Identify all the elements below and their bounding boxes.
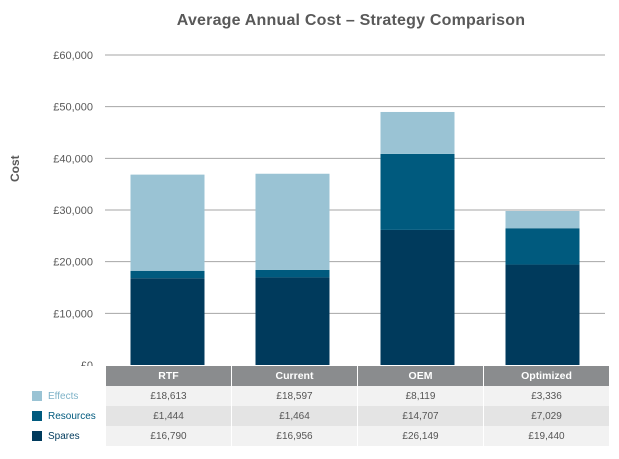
table-row-effects: Effects £18,613 £18,597 £8,119 £3,336 [0,386,609,406]
bar-resources-optimized [505,228,580,265]
y-tick-label: £40,000 [53,153,93,165]
y-ticks: £0 £10,000 £20,000 £30,000 £40,000 £50,000 £60… [53,50,93,366]
bars [130,111,580,365]
table-cell: £1,444 [105,406,232,426]
bar-effects-rtf [130,174,205,271]
bar-resources-rtf [130,270,205,279]
y-tick-label: £0 [81,360,93,366]
legend-swatch-effects [32,390,42,401]
y-tick-label: £60,000 [53,50,93,62]
bar-spares-optimized [505,264,580,365]
bar-spares-rtf [130,278,205,365]
y-tick-label: £30,000 [53,205,93,217]
y-tick-label: £50,000 [53,102,93,114]
legend-swatch-spares [32,430,42,441]
table-cell: £1,464 [231,406,358,426]
table-cell: £16,790 [105,426,232,446]
table-header-optimized: Optimized [483,366,609,386]
bar-resources-oem [380,153,455,230]
table-cell: £16,956 [231,426,358,446]
bar-spares-current [255,277,330,365]
y-tick-label: £10,000 [53,308,93,320]
table-cell: £18,613 [105,386,232,406]
table-header-current: Current [231,366,358,386]
legend-label-spares: Spares [48,430,80,442]
chart-title: Average Annual Cost – Strategy Compariso… [176,12,526,29]
table-cell: £26,149 [357,426,484,446]
bar-effects-oem [380,111,455,154]
y-tick-label: £20,000 [53,257,93,269]
table-row-spares: Spares £16,790 £16,956 £26,149 £19,440 [0,426,609,446]
bar-spares-oem [380,229,455,365]
table-cell: £14,707 [357,406,484,426]
table-header-oem: OEM [357,366,484,386]
table-header-row: RTF Current OEM Optimized [0,366,609,386]
bar-resources-current [255,269,330,278]
legend-label-effects: Effects [48,390,79,402]
legend-swatch-resources [32,410,42,421]
chart-plot: £0 £10,000 £20,000 £30,000 £40,000 £50,000 £60… [53,50,605,366]
data-table: RTF Current OEM Optimized Effects £18,61… [0,366,609,446]
table-cell: £7,029 [483,406,609,426]
table-header-rtf: RTF [105,366,232,386]
table-row-resources: Resources £1,444 £1,464 £14,707 £7,029 [0,406,609,426]
bar-effects-current [255,173,330,270]
table-cell: £3,336 [483,386,609,406]
table-cell: £19,440 [483,426,609,446]
table-cell: £18,597 [231,386,358,406]
table-cell: £8,119 [357,386,484,406]
legend-label-resources: Resources [48,410,96,422]
bar-effects-optimized [505,211,580,229]
